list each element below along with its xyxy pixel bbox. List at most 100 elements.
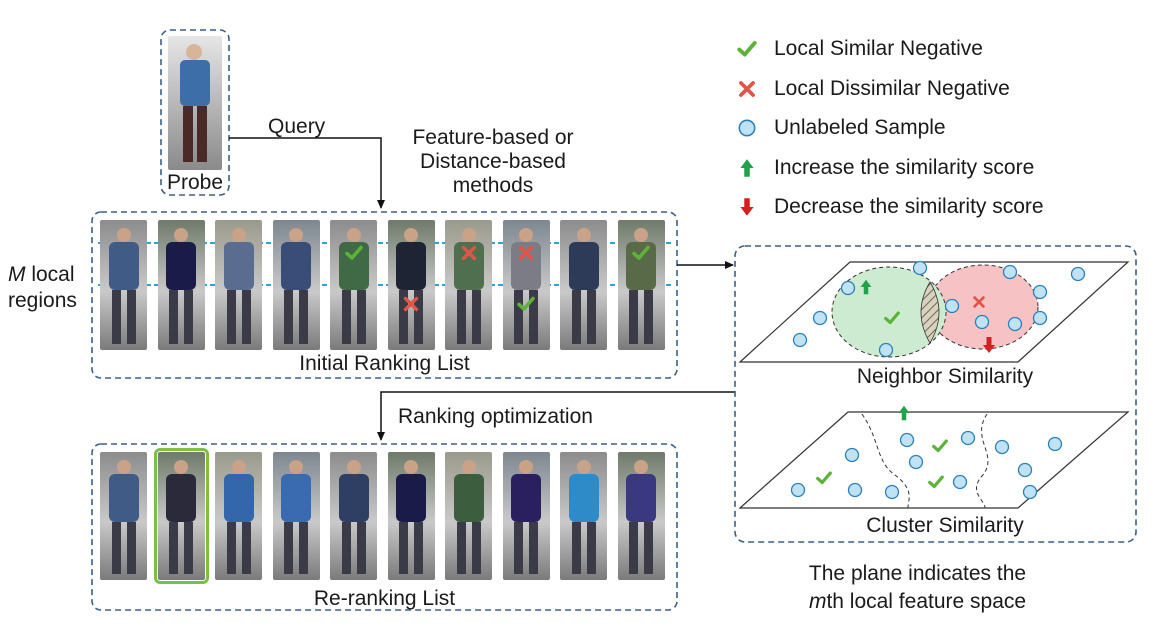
reranking-image-2 xyxy=(153,448,209,584)
reranking-caption: Re-ranking List xyxy=(313,587,456,610)
unlabeled-dot-12 xyxy=(1032,310,1048,326)
unlabeled-dot-14 xyxy=(844,447,860,463)
cluster-boundary-2 xyxy=(976,413,989,509)
unlabeled-dot-15 xyxy=(908,454,924,470)
feature-space-panel xyxy=(734,245,1137,543)
unlabeled-dot-11 xyxy=(1007,316,1023,332)
local-regions-italic-m: M xyxy=(8,263,26,286)
unlabeled-dot-2 xyxy=(840,280,856,296)
method-label-line-1: Feature-based or xyxy=(412,126,574,149)
legend-check-icon xyxy=(734,36,760,62)
reranking-image-1 xyxy=(100,452,147,580)
cluster-check-icon-2 xyxy=(928,475,944,489)
probe-image xyxy=(168,36,222,170)
query-arrow xyxy=(229,137,385,209)
legend-item-decrease: Decrease the similarity score xyxy=(734,192,1044,222)
initial-image-1 xyxy=(100,220,147,350)
unlabeled-dot-4 xyxy=(1032,284,1048,300)
initial-ranking-caption: Initial Ranking List xyxy=(299,352,470,375)
local-regions-line-1: local xyxy=(25,263,75,286)
method-label-line-2: Distance-based xyxy=(420,150,566,173)
initial-ranking-box xyxy=(91,211,678,379)
initial-mark-check-6 xyxy=(516,294,536,319)
reranking-image-7 xyxy=(445,452,492,580)
unlabeled-dots xyxy=(790,260,1086,500)
unlabeled-dot-5 xyxy=(1070,266,1086,282)
legend-item-unlabeled: Unlabeled Sample xyxy=(734,113,946,143)
unlabeled-dot-21 xyxy=(847,482,863,498)
reranking-box xyxy=(91,443,678,611)
unlabeled-dot-24 xyxy=(1022,484,1038,500)
unlabeled-dot-13 xyxy=(899,432,915,448)
cluster-plane xyxy=(738,411,1130,509)
plane-marks xyxy=(816,279,995,489)
reranking-image-9 xyxy=(560,452,607,580)
unlabeled-dot-3 xyxy=(1002,264,1018,280)
cluster-boundary-1 xyxy=(861,413,910,509)
legend-text-unlabeled: Unlabeled Sample xyxy=(774,116,946,139)
unlabeled-dot-19 xyxy=(1017,462,1033,478)
unlabeled-dot-10 xyxy=(974,314,990,330)
initial-mark-cross-2 xyxy=(459,243,479,268)
unlabeled-dot-6 xyxy=(812,310,828,326)
legend-item-increase: Increase the similarity score xyxy=(734,153,1034,183)
initial-image-8 xyxy=(502,220,550,350)
cluster-check-icon-1 xyxy=(932,439,948,453)
initial-image-6 xyxy=(387,220,435,350)
legend-text-decrease: Decrease the similarity score xyxy=(774,195,1044,218)
overlap-region xyxy=(920,281,940,344)
plane-note: The plane indicates the mth local featur… xyxy=(745,560,1090,616)
reranking-image-8 xyxy=(502,452,550,580)
query-label: Query xyxy=(268,115,326,138)
initial-image-5 xyxy=(330,220,377,350)
legend-item-dissimilar: Local Dissimilar Negative xyxy=(734,74,1010,104)
probe-box xyxy=(160,29,230,196)
plane-note-line-2: th local feature space xyxy=(826,590,1027,613)
legend-text-similar: Local Similar Negative xyxy=(774,37,983,60)
reranking-image-6 xyxy=(387,452,435,580)
cluster-similarity-caption: Cluster Similarity xyxy=(866,514,1024,537)
feedback-arrow xyxy=(377,391,735,441)
legend-cross-icon xyxy=(734,76,760,102)
reranking-image-5 xyxy=(330,452,377,580)
legend-circle-icon xyxy=(734,115,760,141)
unlabeled-dot-8 xyxy=(878,342,894,358)
reranking-image-10 xyxy=(617,452,665,580)
initial-image-3 xyxy=(215,220,262,350)
initial-mark-cross-3 xyxy=(516,243,536,268)
local-regions-line-2: regions xyxy=(8,289,77,312)
plane-note-line-1: The plane indicates the xyxy=(808,562,1027,585)
initial-image-10 xyxy=(617,220,665,350)
method-label-line-3: methods xyxy=(452,174,534,197)
unlabeled-dot-23 xyxy=(952,474,968,490)
neighbor-similarity-caption: Neighbor Similarity xyxy=(856,365,1034,388)
cluster-check-icon-3 xyxy=(816,471,832,485)
unlabeled-dot-22 xyxy=(790,482,806,498)
legend-up-arrow-icon xyxy=(734,155,760,181)
local-regions-label: M local regions xyxy=(8,262,77,314)
initial-image-7 xyxy=(445,220,492,350)
unlabeled-dot-16 xyxy=(960,430,976,446)
unlabeled-dot-7 xyxy=(792,332,808,348)
legend-down-arrow-icon xyxy=(734,194,760,220)
plane-note-italic-m: m xyxy=(808,590,827,613)
unlabeled-dot-17 xyxy=(994,439,1010,455)
unlabeled-dot-18 xyxy=(1047,436,1063,452)
initial-mark-check-1 xyxy=(344,243,364,268)
reranking-image-3 xyxy=(215,452,262,580)
initial-mark-cross-5 xyxy=(401,294,421,319)
unlabeled-dot-1 xyxy=(912,260,928,276)
initial-image-2 xyxy=(157,220,205,350)
legend-text-increase: Increase the similarity score xyxy=(774,156,1035,179)
probe-label: Probe xyxy=(166,171,224,194)
cluster-up-arrow-icon xyxy=(898,405,910,421)
initial-mark-check-4 xyxy=(631,243,651,268)
initial-image-4 xyxy=(272,220,320,350)
reranking-image-4 xyxy=(272,452,320,580)
method-label: Feature-based or Distance-based methods xyxy=(388,126,598,198)
neighbor-up-arrow-icon xyxy=(860,279,872,295)
ranking-optimization-label: Ranking optimization xyxy=(398,405,593,428)
legend-item-similar: Local Similar Negative xyxy=(734,34,983,64)
legend-text-dissimilar: Local Dissimilar Negative xyxy=(774,77,1010,100)
